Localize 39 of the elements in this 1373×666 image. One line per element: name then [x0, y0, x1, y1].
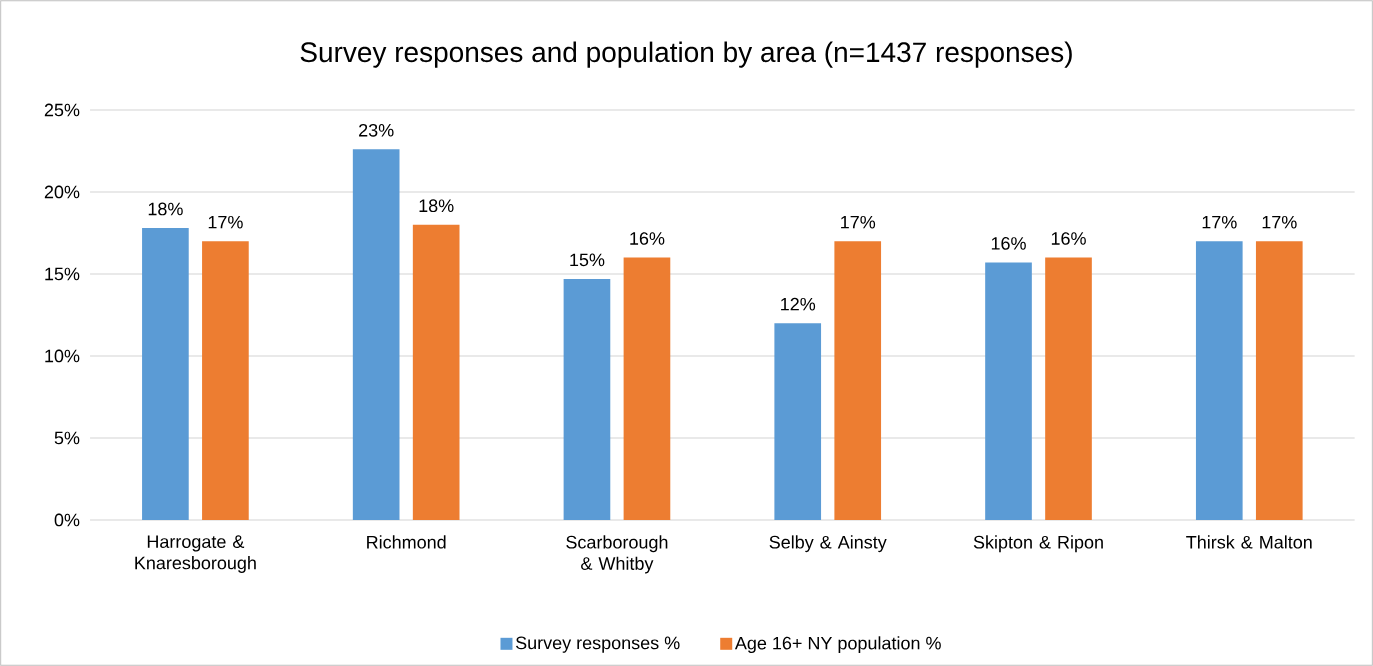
x-tick-label: Thirsk & Malton — [1186, 535, 1312, 549]
bar — [623, 257, 671, 520]
data-label: 18% — [419, 199, 454, 213]
x-tick-label: Skipton & Ripon — [973, 535, 1103, 553]
bar — [1255, 241, 1303, 520]
bar — [202, 241, 249, 520]
bar — [142, 228, 189, 520]
legend-label: Age 16+ NY population % — [734, 636, 941, 654]
bar — [834, 241, 882, 520]
data-label: 16% — [630, 232, 665, 245]
y-tick-label: 25% — [44, 103, 80, 117]
chart-title: Survey responses and population by area (n=1437 responses) — [300, 41, 1072, 68]
data-label: 17% — [1262, 215, 1297, 229]
data-label: 16% — [991, 237, 1026, 250]
data-label: 23% — [359, 123, 394, 137]
data-label: 17% — [208, 215, 243, 229]
y-tick-label: 10% — [45, 349, 80, 363]
data-label: 16% — [1051, 232, 1086, 245]
bar — [1045, 257, 1092, 520]
x-tick-label: Scarborough & Whitby — [566, 535, 668, 574]
data-label: 17% — [841, 215, 876, 229]
y-tick-label: 15% — [45, 267, 80, 281]
legend-label: Survey responses % — [515, 636, 680, 653]
y-tick-label: 20% — [44, 185, 80, 199]
data-label: 17% — [1202, 215, 1237, 229]
bar — [985, 262, 1032, 520]
y-tick-label: 5% — [54, 431, 80, 445]
bar — [352, 149, 400, 520]
data-label: 18% — [148, 202, 183, 216]
x-tick-label: Harrogate & Knaresborough — [135, 535, 256, 573]
x-tick-label: Selby & Ainsty — [769, 535, 887, 553]
bar — [563, 278, 611, 520]
data-label: 12% — [781, 297, 816, 311]
x-tick-label: Richmond — [367, 535, 446, 549]
data-label: 15% — [570, 253, 605, 267]
bar — [412, 224, 460, 520]
bar — [1195, 241, 1243, 520]
y-tick-label: 0% — [54, 513, 80, 527]
bar — [774, 323, 822, 520]
